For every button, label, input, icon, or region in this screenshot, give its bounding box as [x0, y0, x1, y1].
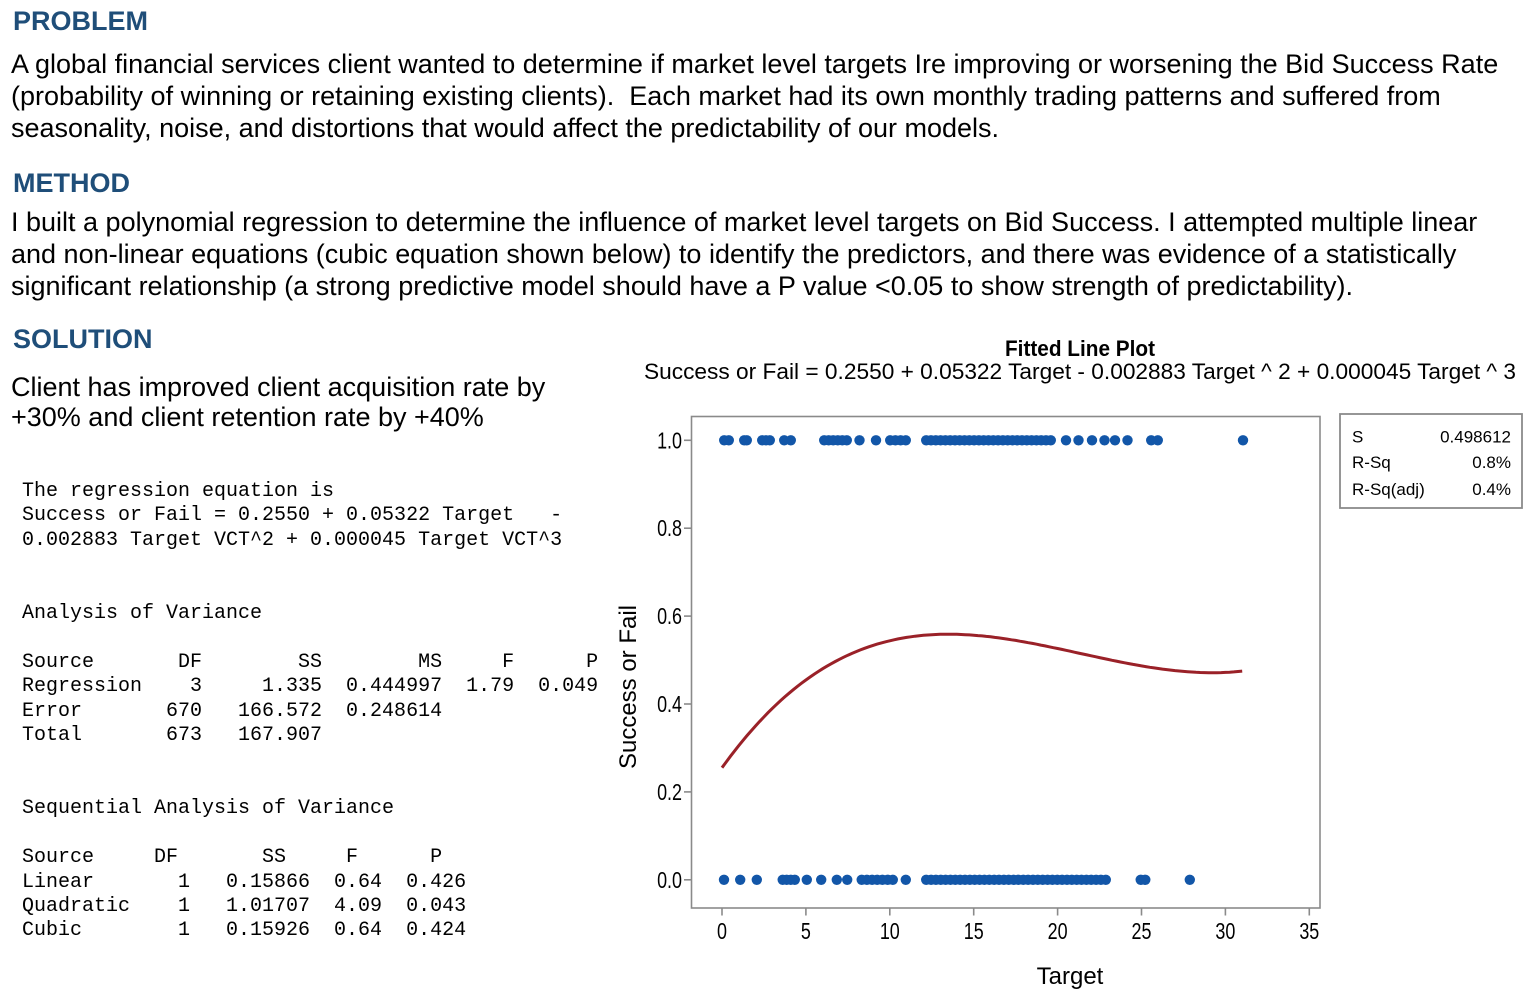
svg-text:0.2: 0.2 [657, 780, 682, 806]
svg-text:R-Sq(adj): R-Sq(adj) [1352, 480, 1425, 499]
svg-text:0.0: 0.0 [657, 868, 682, 894]
svg-text:S: S [1352, 428, 1363, 447]
svg-text:0.8%: 0.8% [1472, 453, 1511, 472]
svg-text:10: 10 [880, 919, 900, 945]
svg-text:20: 20 [1048, 919, 1068, 945]
svg-text:Target: Target [1037, 963, 1104, 990]
svg-text:0.4: 0.4 [657, 692, 682, 718]
svg-text:35: 35 [1299, 919, 1319, 945]
svg-text:Fitted Line Plot: Fitted Line Plot [1005, 336, 1156, 361]
svg-text:15: 15 [964, 919, 984, 945]
svg-text:25: 25 [1132, 919, 1152, 945]
svg-text:1.0: 1.0 [657, 428, 682, 454]
svg-text:Success or Fail = 0.2550 + 0.0: Success or Fail = 0.2550 + 0.05322 Targe… [644, 359, 1516, 384]
svg-text:R-Sq: R-Sq [1352, 453, 1391, 472]
svg-text:0.6: 0.6 [657, 604, 682, 630]
svg-text:30: 30 [1215, 919, 1235, 945]
svg-text:0.498612: 0.498612 [1440, 428, 1511, 447]
svg-text:0.8: 0.8 [657, 516, 682, 542]
svg-text:0.4%: 0.4% [1472, 480, 1511, 499]
svg-text:5: 5 [801, 919, 811, 945]
svg-text:0: 0 [717, 919, 727, 945]
svg-text:Success or Fail: Success or Fail [615, 605, 642, 769]
